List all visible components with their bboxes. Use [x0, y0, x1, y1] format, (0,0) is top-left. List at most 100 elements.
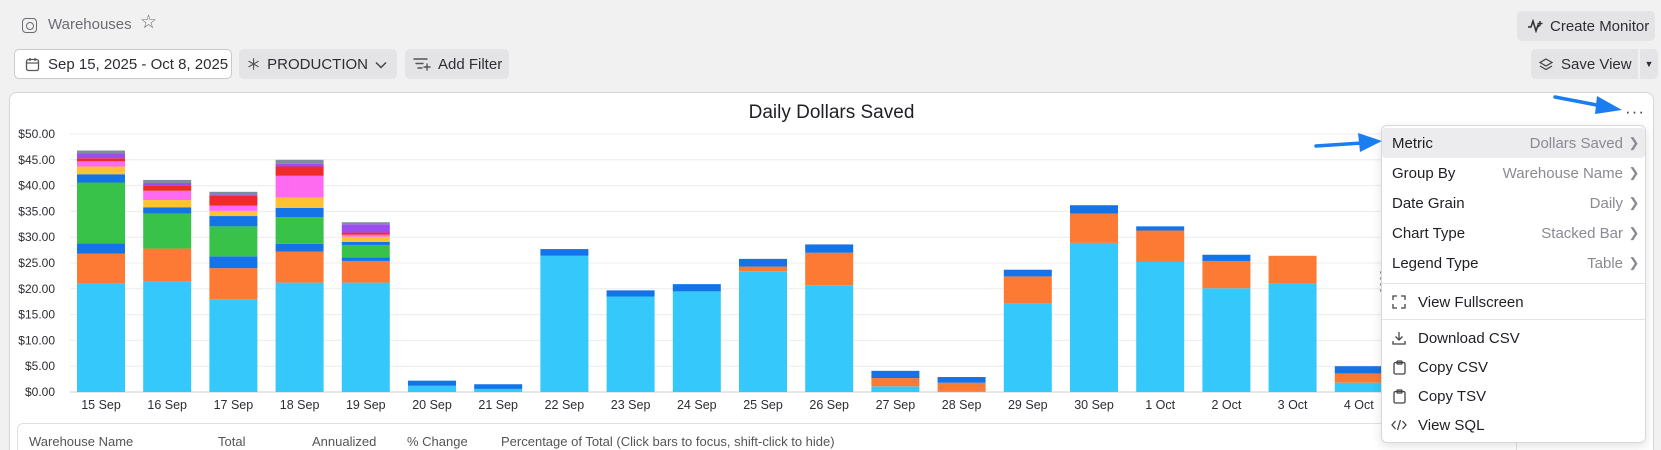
bar-segment[interactable]	[77, 174, 125, 183]
bar-segment[interactable]	[275, 282, 324, 392]
menu-item-copy-tsv[interactable]: Copy TSV	[1382, 381, 1645, 411]
bar-segment[interactable]	[606, 296, 655, 392]
bar-segment[interactable]	[143, 179, 192, 184]
bar-segment[interactable]	[209, 216, 258, 227]
bar-segment[interactable]	[77, 153, 125, 159]
bar-segment[interactable]	[871, 378, 920, 387]
bar-segment[interactable]	[341, 244, 390, 258]
bar-segment[interactable]	[275, 159, 324, 164]
menu-item-copy-csv[interactable]: Copy CSV	[1382, 352, 1645, 382]
environment-select[interactable]: PRODUCTION	[239, 49, 397, 79]
date-range-picker[interactable]: Sep 15, 2025 - Oct 8, 2025	[14, 49, 232, 79]
star-icon[interactable]: ☆	[140, 12, 158, 33]
bar-segment[interactable]	[143, 190, 192, 201]
menu-item-date-grain[interactable]: Date Grain Daily ❯	[1382, 188, 1645, 218]
bar-segment[interactable]	[1003, 269, 1052, 277]
bar-segment[interactable]	[1202, 260, 1251, 289]
bar-segment[interactable]	[77, 158, 125, 162]
column-annualized[interactable]: Annualized	[312, 434, 377, 449]
bar-segment[interactable]	[77, 150, 125, 154]
bar-segment[interactable]	[937, 377, 986, 383]
bar-segment[interactable]	[77, 253, 125, 284]
bar-segment[interactable]	[209, 205, 258, 211]
bar-segment[interactable]	[143, 200, 192, 208]
bar-segment[interactable]	[209, 195, 258, 206]
bar-segment[interactable]	[275, 175, 324, 198]
more-options-icon[interactable]: ···	[1625, 102, 1645, 121]
column-warehouse-name[interactable]: Warehouse Name	[29, 434, 134, 449]
bar-segment[interactable]	[143, 207, 192, 214]
bar-segment[interactable]	[805, 244, 854, 253]
bar-segment[interactable]	[341, 236, 390, 242]
bar-segment[interactable]	[77, 166, 125, 175]
bar-segment[interactable]	[540, 249, 589, 256]
column-total[interactable]: Total	[218, 434, 246, 449]
bar-segment[interactable]	[143, 185, 192, 191]
menu-item-legend-type[interactable]: Legend Type Table ❯	[1382, 248, 1645, 278]
bar-segment[interactable]	[341, 234, 390, 237]
bar-segment[interactable]	[739, 266, 787, 272]
menu-item-metric[interactable]: Metric Dollars Saved ❯	[1382, 128, 1645, 158]
bar-segment[interactable]	[275, 163, 324, 167]
bar-segment[interactable]	[209, 210, 258, 217]
bar-segment[interactable]	[341, 241, 390, 245]
bar-segment[interactable]	[739, 258, 787, 267]
menu-item-download-csv[interactable]: Download CSV	[1382, 323, 1645, 353]
bar-segment[interactable]	[209, 256, 258, 269]
bar-segment[interactable]	[672, 291, 721, 392]
bar-segment[interactable]	[77, 182, 125, 244]
bar-segment[interactable]	[1202, 254, 1251, 261]
bar-segment[interactable]	[275, 166, 324, 176]
save-view-dropdown-caret[interactable]: ▼	[1640, 49, 1658, 79]
bar-segment[interactable]	[275, 207, 324, 218]
bar-segment[interactable]	[1136, 226, 1185, 231]
bar-segment[interactable]	[739, 271, 787, 392]
bar-segment[interactable]	[937, 382, 986, 391]
bar-segment[interactable]	[77, 283, 125, 392]
bar-segment[interactable]	[1003, 276, 1052, 304]
menu-item-group-by[interactable]: Group By Warehouse Name ❯	[1382, 158, 1645, 188]
bar-segment[interactable]	[937, 390, 986, 392]
bar-segment[interactable]	[341, 257, 390, 261]
bar-segment[interactable]	[1136, 230, 1185, 262]
bar-segment[interactable]	[871, 386, 920, 392]
bar-segment[interactable]	[77, 243, 125, 254]
bar-segment[interactable]	[805, 285, 854, 392]
bar-segment[interactable]	[805, 252, 854, 286]
save-view-button[interactable]: Save View	[1531, 49, 1638, 79]
bar-segment[interactable]	[474, 384, 523, 389]
bar-segment[interactable]	[341, 232, 390, 235]
bar-segment[interactable]	[1070, 242, 1118, 392]
bar-segment[interactable]	[871, 370, 920, 379]
bar-segment[interactable]	[1202, 288, 1251, 392]
bar-segment[interactable]	[341, 282, 390, 392]
stacked-bar-chart[interactable]: $0.00 $5.00 $10.00 $15.00 $20.00 $25.00 $30.00…	[10, 93, 1654, 423]
bar-segment[interactable]	[1070, 205, 1118, 214]
bar-segment[interactable]	[209, 191, 258, 195]
bar-segment[interactable]	[341, 224, 390, 233]
bar-segment[interactable]	[1136, 261, 1185, 392]
bar-segment[interactable]	[341, 222, 390, 225]
bar-segment[interactable]	[540, 255, 589, 392]
bar-segment[interactable]	[209, 268, 258, 300]
bar-segment[interactable]	[1268, 283, 1317, 392]
add-filter-button[interactable]: Add Filter	[405, 49, 509, 79]
bar-segment[interactable]	[408, 385, 456, 392]
menu-item-chart-type[interactable]: Chart Type Stacked Bar ❯	[1382, 218, 1645, 248]
bar-segment[interactable]	[341, 260, 390, 283]
bar-segment[interactable]	[1003, 303, 1052, 392]
bar-segment[interactable]	[408, 380, 456, 386]
bar-segment[interactable]	[209, 226, 258, 257]
bar-segment[interactable]	[672, 284, 721, 292]
column-percent-change[interactable]: % Change	[407, 434, 468, 449]
bar-segment[interactable]	[275, 243, 324, 252]
bar-segment[interactable]	[275, 217, 324, 244]
bar-segment[interactable]	[143, 281, 192, 392]
bar-segment[interactable]	[143, 213, 192, 249]
bar-segment[interactable]	[1334, 382, 1383, 392]
bar-segment[interactable]	[1334, 366, 1383, 374]
bar-segment[interactable]	[1070, 213, 1118, 243]
bar-segment[interactable]	[143, 248, 192, 282]
bar-segment[interactable]	[474, 388, 523, 392]
bar-segment[interactable]	[77, 161, 125, 167]
